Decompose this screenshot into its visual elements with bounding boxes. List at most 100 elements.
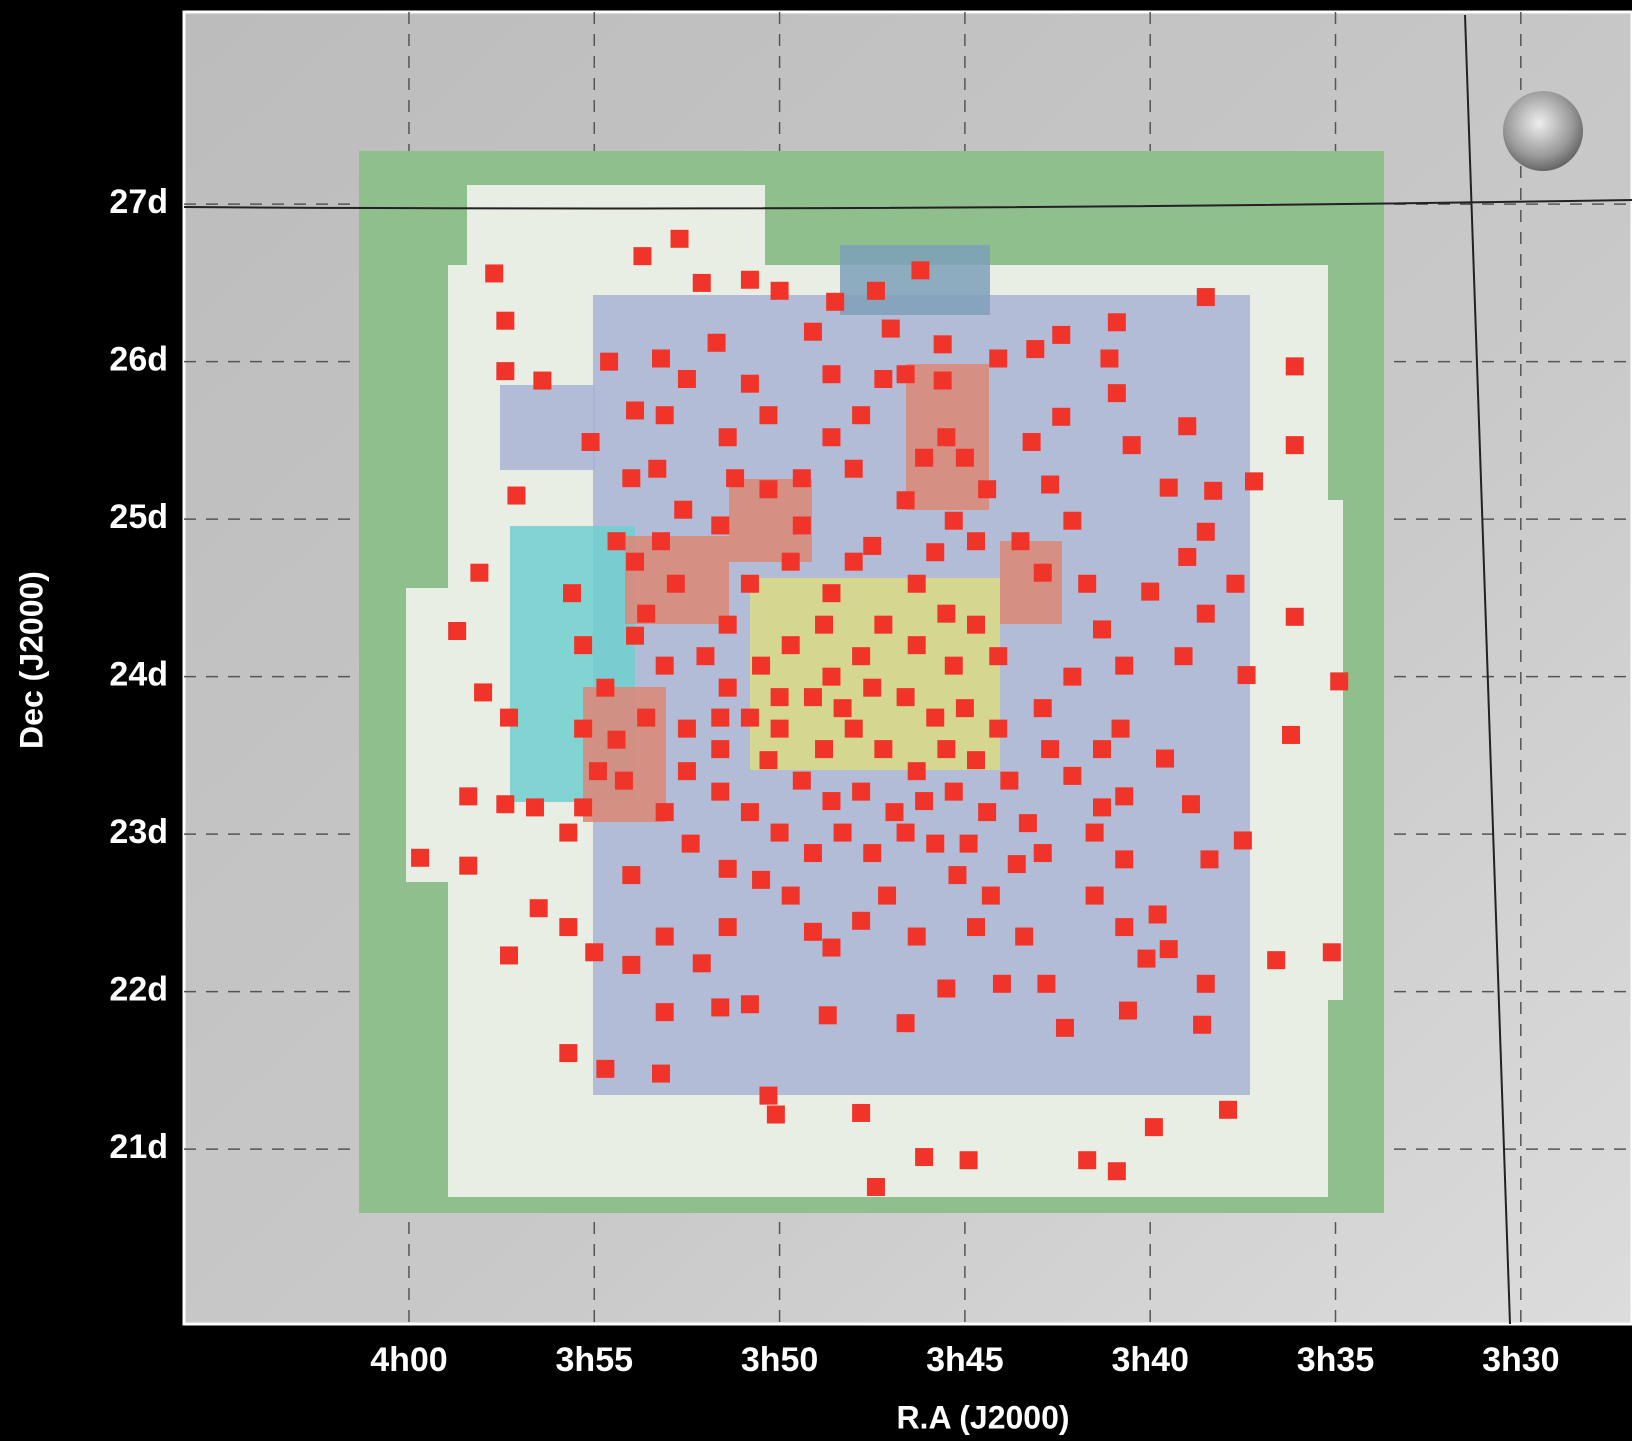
point <box>719 616 737 634</box>
point <box>863 679 881 697</box>
point <box>1108 384 1126 402</box>
point <box>496 795 514 813</box>
point <box>574 720 592 738</box>
point <box>767 1106 785 1124</box>
point <box>1204 482 1222 500</box>
point <box>496 362 514 380</box>
point <box>678 370 696 388</box>
point <box>693 954 711 972</box>
point <box>1000 772 1018 790</box>
point <box>711 998 729 1016</box>
point <box>1175 647 1193 665</box>
point <box>637 709 655 727</box>
point <box>719 860 737 878</box>
point <box>934 372 952 390</box>
point <box>1041 740 1059 758</box>
point <box>1178 548 1196 566</box>
point <box>574 798 592 816</box>
point <box>945 783 963 801</box>
point <box>596 679 614 697</box>
coverage-deep <box>840 245 990 315</box>
point <box>1156 750 1174 768</box>
x-axis-label: R.A (J2000) <box>896 1399 1069 1435</box>
point <box>1015 928 1033 946</box>
y-tick-label: 27d <box>109 183 168 221</box>
point <box>989 350 1007 368</box>
point <box>526 798 544 816</box>
point <box>1160 479 1178 497</box>
point <box>637 605 655 623</box>
point <box>759 480 777 498</box>
point <box>804 688 822 706</box>
point <box>1193 1016 1211 1034</box>
point <box>507 487 525 505</box>
point <box>822 668 840 686</box>
point <box>908 636 926 654</box>
point <box>682 835 700 853</box>
point <box>967 532 985 550</box>
point <box>1197 975 1215 993</box>
point <box>559 824 577 842</box>
x-tick-label: 3h30 <box>1482 1341 1560 1379</box>
point <box>652 350 670 368</box>
point <box>956 699 974 717</box>
point <box>815 616 833 634</box>
point <box>656 1003 674 1021</box>
point <box>574 636 592 654</box>
point <box>696 647 714 665</box>
point <box>1026 340 1044 358</box>
point <box>1023 433 1041 451</box>
point <box>1219 1101 1237 1119</box>
y-tick-label: 23d <box>109 813 168 851</box>
chart: R.A (J2000) Dec (J2000) 21d22d23d24d25d2… <box>0 0 1632 1441</box>
point <box>474 683 492 701</box>
point <box>622 866 640 884</box>
point <box>822 792 840 810</box>
point <box>911 261 929 279</box>
point <box>982 887 1000 905</box>
point <box>1141 583 1159 601</box>
point <box>937 428 955 446</box>
point <box>793 469 811 487</box>
point <box>1086 887 1104 905</box>
point <box>1078 1151 1096 1169</box>
x-tick-label: 3h40 <box>1111 1341 1189 1379</box>
point <box>863 844 881 862</box>
point <box>559 1044 577 1062</box>
x-tick-label: 3h45 <box>926 1341 1004 1379</box>
point <box>822 939 840 957</box>
point <box>741 575 759 593</box>
point <box>1037 975 1055 993</box>
point <box>1197 605 1215 623</box>
point <box>960 835 978 853</box>
point <box>1267 951 1285 969</box>
y-tick-label: 25d <box>109 498 168 536</box>
point <box>711 516 729 534</box>
point <box>652 532 670 550</box>
point <box>711 709 729 727</box>
point <box>822 428 840 446</box>
point <box>608 731 626 749</box>
point <box>845 720 863 738</box>
y-axis-label: Dec (J2000) <box>13 571 49 749</box>
point <box>948 866 966 884</box>
point <box>622 469 640 487</box>
point <box>656 928 674 946</box>
point <box>1226 575 1244 593</box>
point <box>1115 657 1133 675</box>
point <box>926 709 944 727</box>
point <box>1078 575 1096 593</box>
point <box>1056 1019 1074 1037</box>
point <box>1100 350 1118 368</box>
point <box>885 803 903 821</box>
point <box>759 751 777 769</box>
point <box>1234 831 1252 849</box>
point <box>937 740 955 758</box>
point <box>671 230 689 248</box>
point <box>834 699 852 717</box>
point <box>648 460 666 478</box>
page: R.A (J2000) Dec (J2000) 21d22d23d24d25d2… <box>0 0 1632 1441</box>
point <box>1115 850 1133 868</box>
point <box>741 271 759 289</box>
point <box>852 647 870 665</box>
